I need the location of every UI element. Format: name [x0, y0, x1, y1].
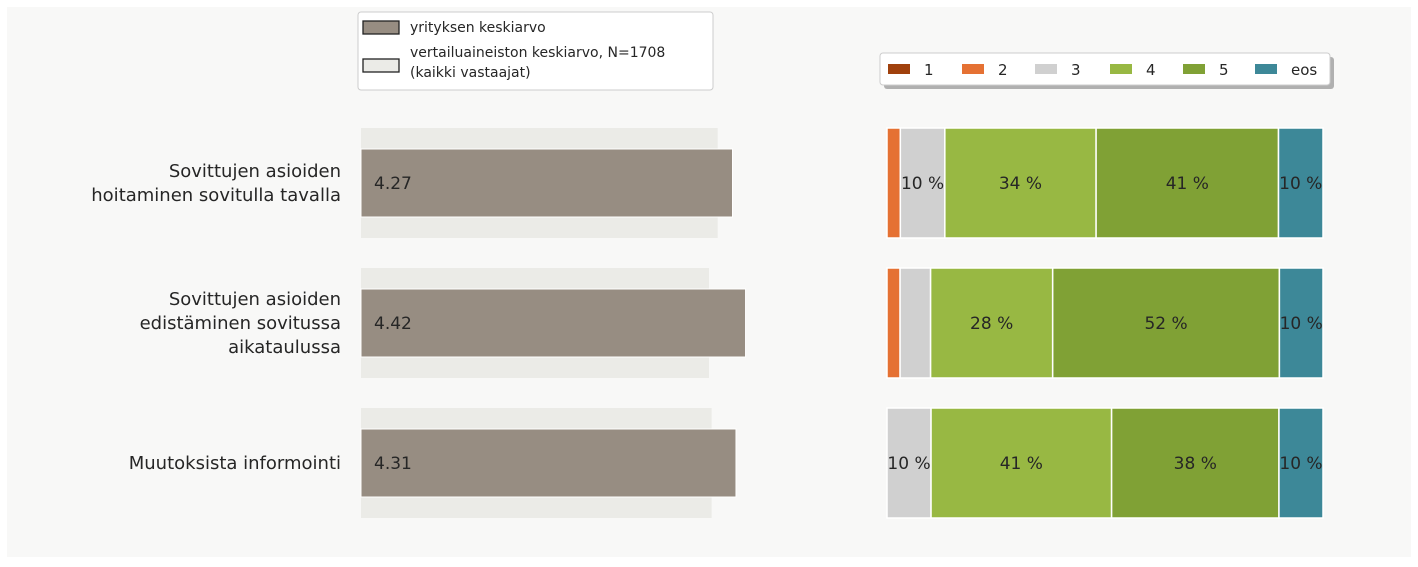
legend-label-reference: vertailuaineiston keskiarvo, N=1708 — [410, 45, 665, 61]
category-label: hoitaminen sovitulla tavalla — [91, 185, 341, 206]
company-bar — [360, 428, 737, 498]
legend-box — [879, 52, 1331, 86]
segment-value-label: 41 % — [1166, 174, 1209, 194]
legend-swatch-3 — [1035, 64, 1057, 74]
segment-value-label: 10 % — [1279, 174, 1322, 194]
segment-value-label: 28 % — [970, 314, 1013, 334]
category-label: Sovittujen asioiden — [169, 289, 341, 310]
legend-label-3: 3 — [1071, 61, 1081, 79]
segment-value-label: 10 % — [887, 454, 930, 474]
company-value-label: 4.31 — [374, 454, 412, 474]
category-label: Sovittujen asioiden — [169, 161, 341, 182]
legend-label-eos: eos — [1291, 61, 1317, 79]
distribution-segment-eos — [1278, 267, 1324, 379]
category-label: edistäminen sovitussa — [140, 313, 341, 334]
segment-value-label: 34 % — [999, 174, 1042, 194]
company-bar — [360, 148, 733, 218]
distribution-segment-5 — [1095, 127, 1280, 239]
segment-value-label: 10 % — [1280, 314, 1323, 334]
legend-swatch-reference — [362, 58, 400, 73]
legend-label-1: 1 — [924, 61, 934, 79]
distribution-segment-2 — [886, 127, 902, 239]
legend-label-2: 2 — [998, 61, 1008, 79]
distribution-segment-3 — [899, 267, 932, 379]
legend-answer-scale: 1 2 3 4 5 eos — [879, 52, 1334, 89]
legend-swatch-5 — [1183, 64, 1205, 74]
distribution-segment-eos — [1277, 127, 1324, 239]
distribution-segment-4 — [944, 127, 1097, 239]
segment-value-label: 41 % — [1000, 454, 1043, 474]
category-label: aikataulussa — [228, 337, 341, 358]
distribution-segment-5 — [1110, 407, 1280, 519]
legend-label-5: 5 — [1219, 61, 1229, 79]
distribution-segment-4 — [929, 267, 1054, 379]
category-label: Muutoksista informointi — [129, 453, 341, 474]
legend-label-company: yrityksen keskiarvo — [410, 20, 546, 36]
legend-swatch-company — [362, 20, 400, 35]
legend-swatch-eos — [1255, 64, 1277, 74]
distribution-bars-panel: 10 % 34 % 41 % 10 % 28 % 52 % 10 % 10 % 41 % 38 %… — [886, 127, 1324, 519]
segment-value-label: 10 % — [901, 174, 944, 194]
average-bars-panel: 4.27 Sovittujen asioiden hoitaminen sovitu… — [91, 128, 747, 518]
segment-value-label: 38 % — [1174, 454, 1217, 474]
distribution-segment-2 — [886, 267, 901, 379]
legend-swatch-1 — [888, 64, 910, 74]
distribution-segment-eos — [1278, 407, 1324, 519]
legend-label-4: 4 — [1146, 61, 1156, 79]
segment-value-label: 52 % — [1144, 314, 1187, 334]
legend-averages: yrityksen keskiarvo vertailuaineiston kes… — [357, 11, 714, 91]
legend-label-reference: (kaikki vastaajat) — [410, 65, 531, 81]
segment-value-label: 10 % — [1279, 454, 1322, 474]
legend-box — [357, 11, 714, 91]
company-value-label: 4.27 — [374, 174, 412, 194]
legend-swatch-2 — [962, 64, 984, 74]
distribution-segment-4 — [930, 407, 1113, 519]
company-bar — [360, 288, 747, 358]
company-value-label: 4.42 — [374, 314, 412, 334]
distribution-segment-3 — [886, 407, 932, 519]
legend-swatch-4 — [1110, 64, 1132, 74]
